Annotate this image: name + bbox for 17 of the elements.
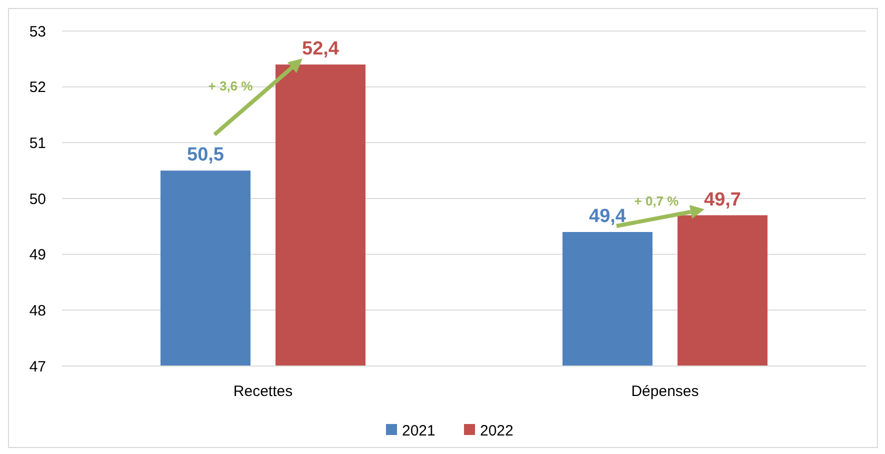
y-tick-label: 51 [29,134,46,152]
data-label: 50,5 [187,144,224,166]
y-tick-label: 48 [29,302,46,320]
annotation: + 3,6 % [208,78,254,94]
legend-label: 2021 [402,422,436,440]
y-tick-label: 53 [29,23,46,40]
data-label: 52,4 [302,38,340,60]
data-label: 49,7 [704,189,741,210]
y-tick-label: 49 [29,246,46,264]
data-label: 49,4 [589,206,626,227]
legend-label: 2022 [480,422,514,440]
x-tick-label: Dépenses [631,383,699,400]
y-tick-label: 47 [29,358,46,376]
x-tick-label: Recettes [233,383,293,400]
y-tick-label: 50 [29,190,46,208]
annotation: + 0,7 % [634,194,680,209]
y-tick-label: 52 [29,79,46,96]
